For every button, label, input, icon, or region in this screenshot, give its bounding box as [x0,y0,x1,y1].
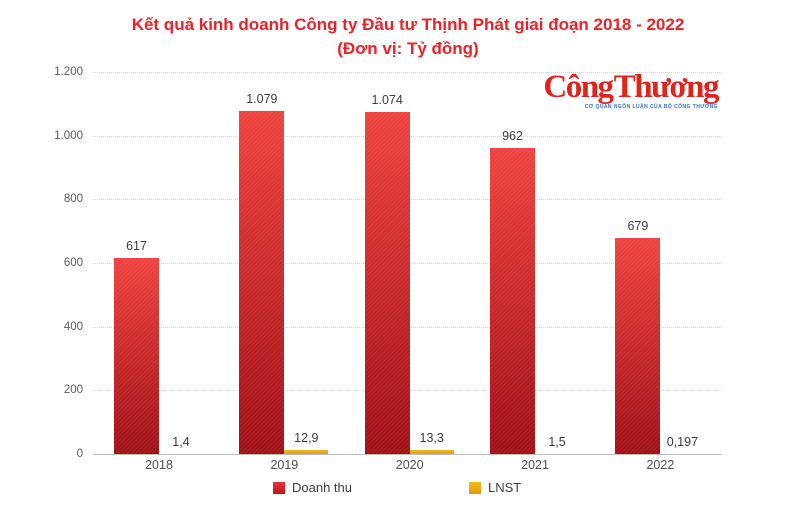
y-tick-label-600: 600 [63,257,83,269]
value-label-doanh-thu-2021: 962 [502,128,523,143]
value-label-doanh-thu-2020: 1.074 [371,93,403,108]
value-label-lnst-2020: 13,3 [419,430,444,445]
y-tick-label-400: 400 [63,320,83,333]
value-label-lnst-2022: 0,197 [666,435,699,449]
x-label-2019: 2019 [270,458,299,472]
bar-texture [490,147,536,454]
value-label-lnst-2019: 12,9 [294,430,319,445]
bar-texture [409,449,454,454]
bar-doanh-thu-2018 [114,257,159,454]
x-label-2022: 2022 [646,458,675,472]
chart-title: Kết quả kinh doanh Công ty Đầu tư Thịnh … [16,13,800,61]
value-label-doanh-thu-2019: 1.079 [246,91,278,106]
bar-texture [284,449,329,454]
congthuong-logo: Công Thương CƠ QUAN NGÔN LUẬN CỦA BỘ CÔN… [538,69,719,111]
plot-area: 617 1,4 1.079 12,9 1.074 13,3 962 1,5 679 0,197 [93,72,722,455]
bar-doanh-thu-2019 [239,110,285,454]
y-tick-label-0: 0 [76,448,83,460]
gridline-1.200 [93,72,722,73]
bar-texture [615,237,661,454]
bar-doanh-thu-2021 [490,147,536,454]
bar-texture [114,257,159,454]
value-label-doanh-thu-2018: 617 [126,238,147,253]
legend-swatch-doanh-thu [273,482,285,494]
x-label-2021: 2021 [521,458,549,472]
legend-label-lnst: LNST [488,480,522,495]
x-label-2018: 2018 [145,458,173,472]
value-label-lnst-2021: 1,5 [548,435,566,449]
y-tick-label-200: 200 [63,384,83,397]
bar-texture [239,110,285,454]
logo-wordmark: Công Thương [543,69,719,105]
bar-lnst-2019 [284,449,329,454]
logo-tagline: CƠ QUAN NGÔN LUẬN CỦA BỘ CÔNG THƯƠNG [584,104,718,110]
bar-lnst-2020 [409,449,454,454]
x-label-2020: 2020 [395,458,424,472]
legend-item-doanh-thu: Doanh thu [273,481,352,495]
bar-texture [364,112,410,454]
x-axis-baseline [93,454,722,455]
bar-doanh-thu-2020 [364,112,410,454]
bar-doanh-thu-2022 [615,237,661,454]
value-label-lnst-2018: 1,4 [172,435,190,449]
chart-title-line1: Kết quả kinh doanh Công ty Đầu tư Thịnh … [131,15,685,34]
y-tick-label-800: 800 [63,193,83,206]
chart-title-line2: (Đơn vị: Tỷ đồng) [337,39,479,58]
y-tick-label-1.200: 1.200 [54,66,83,78]
legend-label-doanh-thu: Doanh thu [292,480,352,495]
legend-item-lnst: LNST [469,481,521,495]
legend-swatch-lnst [469,482,481,494]
value-label-doanh-thu-2022: 679 [627,218,649,233]
y-tick-label-1.000: 1.000 [54,129,83,142]
